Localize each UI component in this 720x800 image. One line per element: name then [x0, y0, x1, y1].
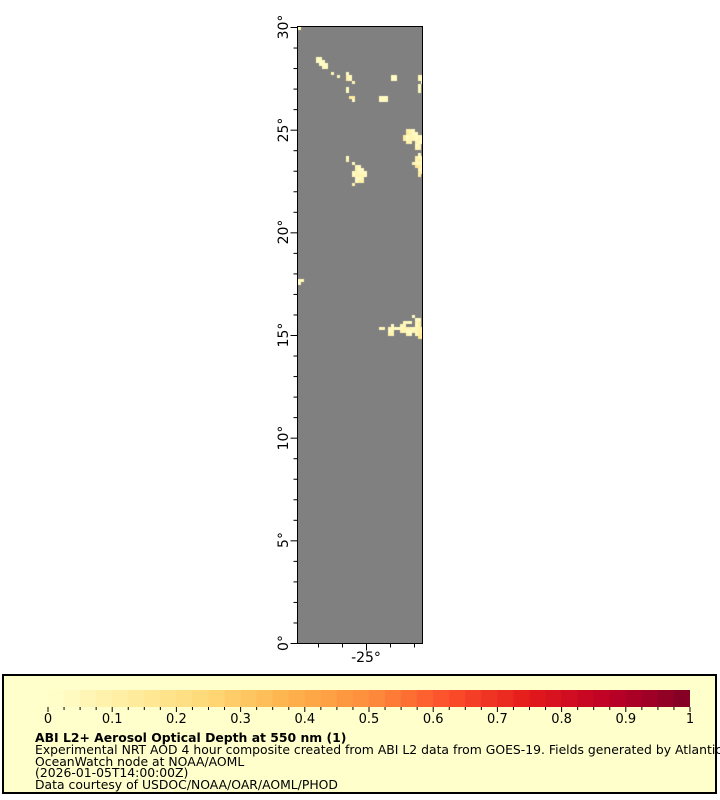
legend-timestamp: (2026-01-05T14:00:00Z) — [35, 765, 189, 781]
legend-credit: Data courtesy of USDOC/NOAA/OAR/AOML/PHO… — [35, 777, 338, 793]
colorbar-tick-label: 0.5 — [358, 712, 380, 727]
lat-tick-label: 10° — [276, 425, 292, 451]
colorbar-tick-label: 0.8 — [551, 712, 572, 727]
lat-tick-label: 5° — [276, 532, 292, 549]
aod-raster-map — [298, 27, 422, 643]
colorbar-tick-label: 0.6 — [422, 712, 444, 727]
legend-text-block: ABI L2+ Aerosol Optical Depth at 550 nm … — [35, 730, 720, 793]
aod-map-figure: 30° 25° 20° 15° 10° 5° 0° -25° — [276, 14, 423, 666]
colorbar-tick-label: 0.3 — [230, 712, 251, 727]
lat-tick-label: 15° — [276, 322, 292, 348]
colorbar-tick-label: 0.7 — [487, 712, 508, 727]
lat-tick-label: 30° — [276, 14, 292, 40]
colorbar-tick-label: 1 — [685, 712, 695, 727]
lon-tick-label: -25° — [351, 650, 381, 666]
lat-tick-label: 0° — [276, 635, 292, 651]
legend-description-line1: Experimental NRT AOD 4 hour composite cr… — [35, 741, 720, 757]
colorbar-tick-label: 0.2 — [166, 712, 187, 727]
lat-tick-label: 20° — [276, 219, 292, 245]
legend-description-line2: OceanWatch node at NOAA/AOML — [35, 753, 245, 769]
colorbar-tick-label: 0.9 — [615, 712, 637, 727]
legend-box: 0 0.1 0.2 0.3 0.4 0.5 0.6 0.7 0.8 0.9 1 ABI L2+ Ae… — [2, 674, 720, 794]
colorbar-tick-label: 0 — [43, 712, 53, 727]
colorbar-tick-label: 0.4 — [294, 712, 316, 727]
colorbar — [48, 690, 690, 707]
colorbar-tick-label: 0.1 — [101, 712, 123, 727]
lat-tick-label: 25° — [276, 117, 292, 143]
legend-title: ABI L2+ Aerosol Optical Depth at 550 nm … — [35, 730, 347, 745]
